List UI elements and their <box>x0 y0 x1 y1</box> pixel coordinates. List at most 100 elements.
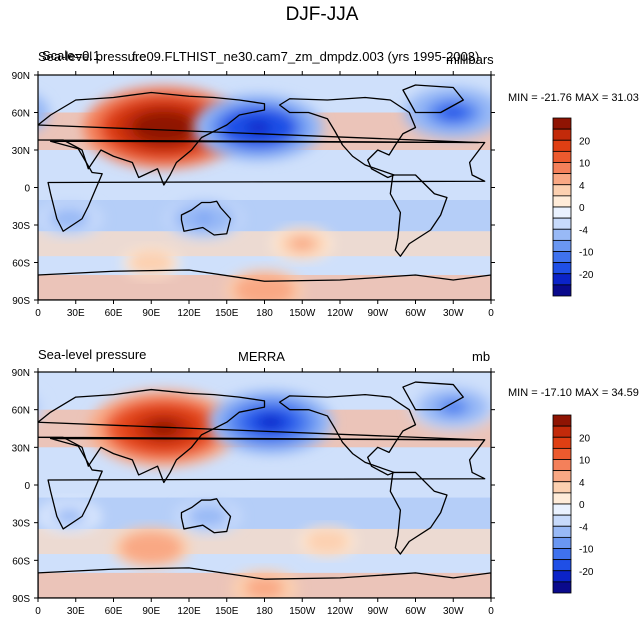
lon-tick-label: 0 <box>488 606 494 617</box>
colorbar-box <box>552 284 572 297</box>
lon-tick-label: 120W <box>327 606 354 617</box>
feature-icelandic-low <box>404 86 491 139</box>
lon-tick-label: 30E <box>67 606 85 617</box>
feature-southern-africa <box>38 200 104 237</box>
feature-south-indian-ocean <box>112 527 191 569</box>
lat-tick-label: 30S <box>12 221 30 232</box>
lon-tick-label: 120W <box>327 308 354 319</box>
lat-tick-label: 0 <box>24 184 30 195</box>
lon-tick-label: 150W <box>289 308 316 319</box>
colorbar-box <box>552 128 572 141</box>
colorbar-box <box>552 117 572 130</box>
feature-north-pacific-low <box>193 94 324 161</box>
panel1-right-label: millibars <box>446 52 494 67</box>
lon-tick-label: 180 <box>256 606 273 617</box>
coastline-4 <box>389 174 448 257</box>
coastline-3 <box>278 393 417 476</box>
zonal-band-4 <box>38 497 491 529</box>
colorbar-box <box>552 447 572 460</box>
coastline-2 <box>180 498 232 534</box>
colorbar-box <box>552 481 572 494</box>
lon-tick-label: 90E <box>142 308 160 319</box>
lon-tick-label: 180 <box>256 308 273 319</box>
feature-south-pacific <box>271 227 334 261</box>
feature-siberian-high <box>83 86 245 169</box>
lon-tick-label: 90W <box>367 308 388 319</box>
feature-australia <box>165 198 243 240</box>
figure-title: DJF-JJA <box>285 4 359 25</box>
panel2-map <box>38 372 491 598</box>
colorbar-label: -10 <box>579 248 594 259</box>
colorbar-box <box>552 414 572 427</box>
panel1-overlap-label: Scale=0.1 <box>42 48 101 63</box>
lon-tick-label: 150W <box>289 606 316 617</box>
colorbar-box <box>552 173 572 186</box>
colorbar-label: 0 <box>579 500 585 511</box>
panel2-right-label: mb <box>472 349 491 364</box>
feature-antarctica <box>225 269 304 300</box>
colorbar-box <box>552 503 572 516</box>
coastline-3 <box>278 96 417 179</box>
lon-tick-label: 60E <box>105 606 123 617</box>
lon-tick-label: 30W <box>443 606 464 617</box>
colorbar-label: -20 <box>579 567 594 578</box>
colorbar-box <box>552 217 572 230</box>
zonal-band-3 <box>38 175 491 200</box>
feature-siberian-high <box>88 389 240 468</box>
panel2-center-label: MERRA <box>238 349 285 364</box>
colorbar-box <box>552 206 572 219</box>
coastline-2 <box>180 200 232 236</box>
colorbar-box <box>552 239 572 252</box>
lat-tick-label: 90S <box>12 594 30 605</box>
colorbar-box <box>552 525 572 538</box>
colorbar-box <box>552 251 572 264</box>
lat-tick-label: 30N <box>12 443 30 454</box>
feature-southern-africa <box>38 499 101 533</box>
coastline-0 <box>38 388 480 484</box>
panel2-stats: MIN = -17.10 MAX = 34.59 <box>508 387 639 399</box>
colorbar-box <box>552 570 572 583</box>
colorbar-box <box>552 273 572 286</box>
panel1-map <box>38 75 491 300</box>
colorbar-box <box>552 425 572 438</box>
colorbar-box <box>552 548 572 561</box>
lat-tick-label: 60N <box>12 406 30 417</box>
feature-south-pacific <box>299 526 356 557</box>
zonal-band-5 <box>38 231 491 257</box>
lon-tick-label: 30W <box>443 308 464 319</box>
colorbar-label: 20 <box>579 433 591 444</box>
colorbar-label: -20 <box>579 270 594 281</box>
coastline-0 <box>38 91 480 186</box>
panel1-left-label: Sea-level pressure <box>38 49 147 64</box>
lon-tick-label: 0 <box>35 308 41 319</box>
colorbar-box <box>552 492 572 505</box>
colorbar-label: 20 <box>579 136 591 147</box>
colorbar-box <box>552 139 572 152</box>
lon-tick-label: 90W <box>367 606 388 617</box>
feature-southern-ocean <box>122 247 180 278</box>
colorbar-label: 4 <box>579 181 585 192</box>
feature-icelandic-low <box>409 384 491 431</box>
colorbar-label: 10 <box>579 159 591 170</box>
colorbar-box <box>552 536 572 549</box>
feature-icelandic-low <box>38 395 45 419</box>
lat-tick-label: 90N <box>12 71 30 82</box>
zonal-band-4 <box>38 200 491 232</box>
lon-tick-label: 60W <box>405 606 426 617</box>
colorbar-label: 10 <box>579 456 591 467</box>
colorbar-box <box>552 559 572 572</box>
colorbar-box <box>552 459 572 472</box>
zonal-band-3 <box>38 472 491 498</box>
colorbar-box <box>552 162 572 175</box>
lon-tick-label: 120E <box>177 308 201 319</box>
coastline-1 <box>47 140 486 232</box>
coastline-1 <box>47 437 486 530</box>
lat-tick-label: 60N <box>12 109 30 120</box>
colorbar-box <box>552 262 572 275</box>
lat-tick-label: 90N <box>12 368 30 379</box>
colorbar-label: -4 <box>579 522 588 533</box>
coastline-5 <box>402 381 464 411</box>
colorbar-box <box>552 150 572 163</box>
panel1-center-label: f.e09.FLTHIST_ne30.cam7_zm_dmpdz.003 (yr… <box>132 49 480 64</box>
